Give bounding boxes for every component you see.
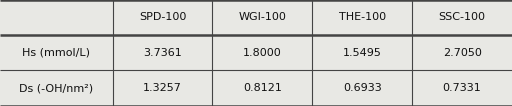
Text: 3.7361: 3.7361 bbox=[143, 48, 182, 58]
Text: 1.3257: 1.3257 bbox=[143, 83, 182, 93]
Text: WGI-100: WGI-100 bbox=[239, 13, 286, 22]
Text: SPD-100: SPD-100 bbox=[139, 13, 186, 22]
Text: SSC-100: SSC-100 bbox=[439, 13, 485, 22]
Text: 0.7331: 0.7331 bbox=[443, 83, 481, 93]
Text: 1.8000: 1.8000 bbox=[243, 48, 282, 58]
Text: 2.7050: 2.7050 bbox=[443, 48, 481, 58]
Text: 1.5495: 1.5495 bbox=[343, 48, 381, 58]
Text: THE-100: THE-100 bbox=[338, 13, 386, 22]
Text: Hs (mmol/L): Hs (mmol/L) bbox=[23, 48, 90, 58]
Text: 0.6933: 0.6933 bbox=[343, 83, 381, 93]
Text: Ds (-OH/nm²): Ds (-OH/nm²) bbox=[19, 83, 93, 93]
Text: 0.8121: 0.8121 bbox=[243, 83, 282, 93]
